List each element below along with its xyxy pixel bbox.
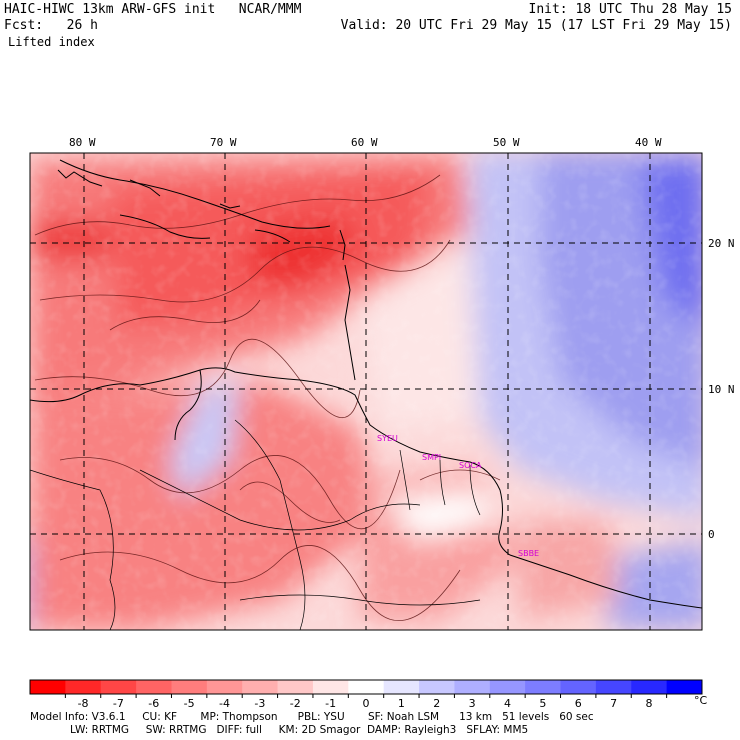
colorbar-unit: °C [694,694,708,707]
model-info-line2: LW: RRTMG SW: RRTMG DIFF: full KM: 2D Sm… [30,724,529,736]
lon-label: 60 W [351,136,378,149]
site-label-syeu: SYEU [377,434,398,443]
colorbar-swatch [666,680,703,694]
colorbar-frame [29,679,703,695]
colorbar-tick-label: -3 [254,697,266,710]
colorbar-tick-label: -1 [325,697,337,710]
colorbar-swatch [560,680,597,694]
colorbar-swatch [136,680,172,694]
colorbar-tick-label: 7 [610,697,618,710]
colorbar-swatch [419,680,455,694]
colorbar-swatch [30,680,66,694]
map-frame [29,152,703,631]
colorbar-swatch [65,680,102,694]
colorbar-tick-label: -8 [77,697,89,710]
colorbar-swatch [595,680,632,694]
colorbar-tick-label: -2 [289,697,301,710]
lat-label: 0 [708,528,715,541]
colorbar-swatch [242,680,279,694]
lat-label: 10 N [708,383,735,396]
colorbar-tick-label: 2 [433,697,441,710]
colorbar-tick-label: -6 [148,697,160,710]
valid-time: Valid: 20 UTC Fri 29 May 15 (17 LST Fri … [340,18,732,33]
lon-label: 40 W [635,136,662,149]
colorbar-swatch [454,680,491,694]
colorbar [29,679,703,698]
colorbar-tick-label: -4 [219,697,230,710]
colorbar-swatch [383,680,420,694]
field-name: Lifted index [8,35,95,49]
init-time: Init: 18 UTC Thu 28 May 15 [528,2,733,17]
colorbar-tick-label: 4 [503,697,511,710]
model-title: HAIC-HIWC 13km ARW-GFS init NCAR/MMM [4,2,302,17]
model-info-line1: Model Info: V3.6.1 CU: KF MP: Thompson P… [30,711,594,723]
colorbar-tick-label: 6 [574,697,582,710]
colorbar-tick-label: 5 [539,697,547,710]
colorbar-swatch [489,680,526,694]
lon-label: 80 W [69,136,96,149]
lon-label: 50 W [493,136,520,149]
colorbar-swatch [312,680,349,694]
site-label-smpi: SMPI [422,453,441,462]
colorbar-swatch [100,680,137,694]
lon-label: 70 W [210,136,237,149]
colorbar-tick-label: -7 [112,697,124,710]
forecast-hour: Fcst: 26 h [4,18,98,33]
colorbar-tick-label: -5 [183,697,195,710]
site-label-sbbe: SBBE [518,549,539,558]
colorbar-swatch [206,680,243,694]
colorbar-tick-label: 8 [645,697,653,710]
lat-label: 20 N [708,237,735,250]
colorbar-swatch [277,680,314,694]
site-label-soca: SOCA [459,461,482,470]
colorbar-swatch [525,680,562,694]
colorbar-tick-label: 1 [397,697,405,710]
colorbar-swatch [631,680,668,694]
map-field: SYEU SMPI SOCA SBBE [30,153,702,630]
colorbar-tick-label: 0 [362,697,370,710]
colorbar-swatch [348,680,385,694]
colorbar-swatch [171,680,208,694]
colorbar-tick-label: 3 [468,697,476,710]
